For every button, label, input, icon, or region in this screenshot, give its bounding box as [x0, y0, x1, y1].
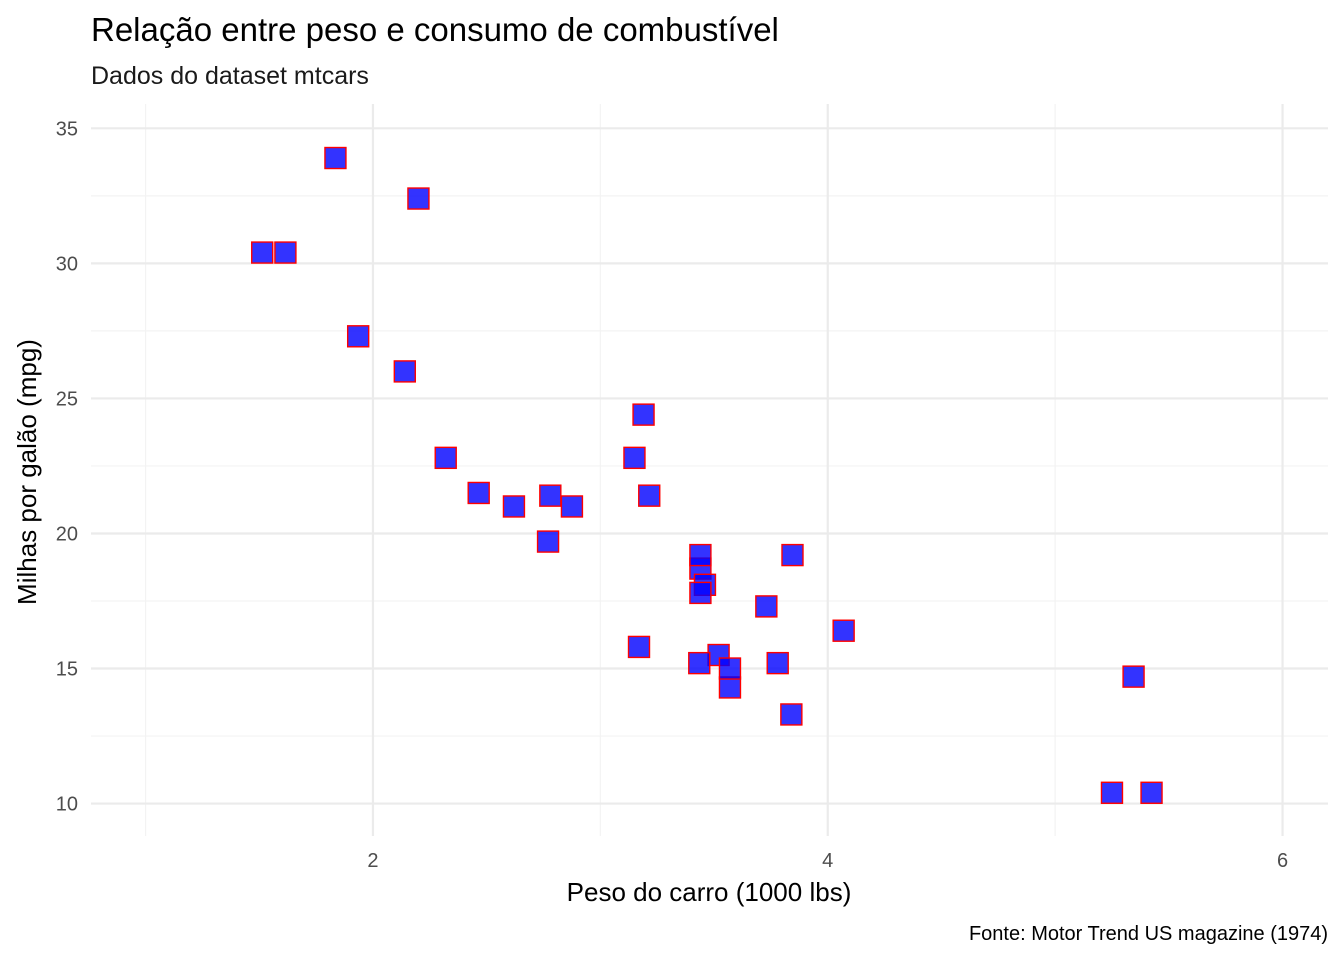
chart-subtitle: Dados do dataset mtcars	[91, 62, 369, 90]
y-tick-label: 25	[56, 388, 78, 410]
y-axis-ticks: 10 15 20 25 30 35	[56, 118, 78, 815]
x-axis-ticks: 2 4 6	[367, 850, 1288, 872]
x-axis-title: Peso do carro (1000 lbs)	[567, 877, 852, 907]
data-point	[1122, 665, 1145, 688]
data-point	[434, 446, 457, 470]
data-point	[780, 703, 803, 726]
data-point	[718, 676, 742, 699]
data-point	[832, 619, 855, 642]
y-tick-label: 10	[56, 794, 78, 816]
data-point	[688, 651, 711, 675]
y-tick-label: 15	[56, 659, 78, 681]
data-point	[627, 635, 651, 659]
data-point	[346, 325, 370, 348]
minor-gridlines	[91, 104, 1328, 836]
data-point	[689, 543, 712, 567]
chart-title: Relação entre peso e consumo de combustí…	[91, 11, 779, 48]
data-point	[407, 187, 430, 210]
data-point	[638, 484, 661, 507]
data-point	[536, 530, 560, 553]
data-point	[274, 241, 297, 264]
major-gridlines	[91, 104, 1328, 836]
data-point	[467, 481, 490, 505]
x-tick-label: 2	[367, 850, 378, 872]
x-tick-label: 6	[1277, 850, 1288, 872]
plot-panel	[91, 104, 1328, 836]
data-point	[623, 446, 646, 470]
data-point	[632, 403, 655, 426]
data-point	[324, 146, 347, 170]
data-point	[393, 360, 416, 383]
data-points	[251, 146, 1163, 804]
data-point	[251, 241, 274, 264]
y-tick-label: 20	[56, 523, 78, 545]
data-point	[689, 581, 712, 605]
y-tick-label: 30	[56, 253, 78, 275]
y-axis-title: Milhas por galão (mpg)	[12, 339, 42, 605]
data-point	[718, 657, 742, 680]
data-point	[781, 543, 804, 567]
data-point	[755, 595, 778, 618]
chart-caption: Fonte: Motor Trend US magazine (1974)	[969, 923, 1328, 945]
x-tick-label: 4	[822, 850, 833, 872]
data-point	[539, 484, 562, 507]
y-tick-label: 35	[56, 118, 78, 140]
data-point	[766, 651, 789, 675]
data-point	[560, 495, 584, 518]
data-point	[1140, 781, 1163, 804]
data-point	[502, 495, 526, 518]
data-point	[1100, 781, 1124, 804]
